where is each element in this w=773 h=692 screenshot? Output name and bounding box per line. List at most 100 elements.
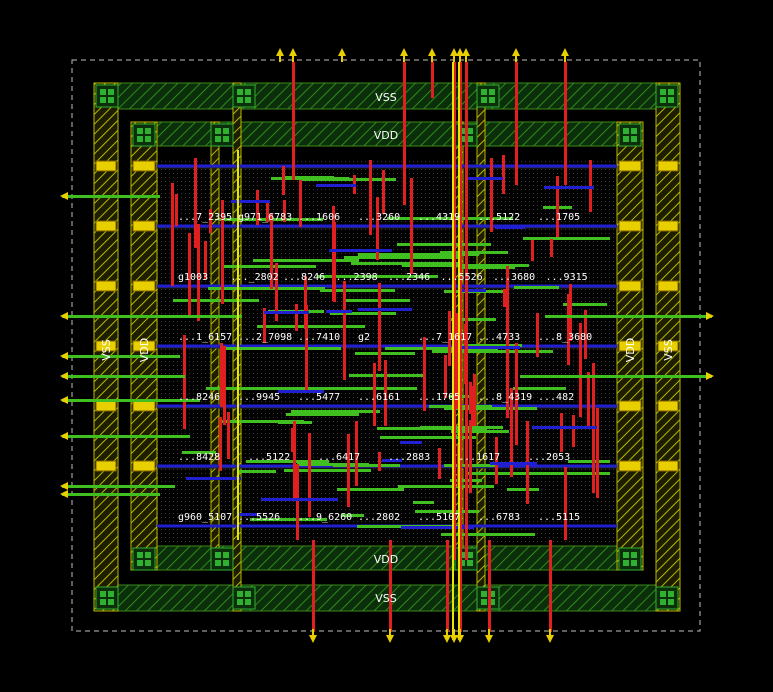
metal3-wire [227,412,230,459]
metal3-wire [275,263,278,321]
input-pin-top[interactable] [276,48,284,56]
cell-labels: ...7_2395 g971_6783 ...1606 ...3260 ...4319.… [178,212,592,523]
io-pins[interactable] [60,48,714,643]
input-pin-top[interactable] [561,48,569,56]
input-pin-top[interactable] [428,48,436,56]
pin-stem [292,56,294,62]
metal2-wire [398,485,494,488]
metal3-wire [194,158,197,248]
metal3-wire [343,296,346,315]
output-pin-bottom[interactable] [456,635,464,643]
cell-instance-label: ...7_1617 [418,332,472,343]
pin-left[interactable] [60,396,68,404]
input-pin-top[interactable] [450,48,458,56]
via-cut [108,89,114,95]
output-pin-bottom[interactable] [443,635,451,643]
metal1-wire [261,498,338,501]
metal1-wire [544,186,594,189]
via-cut [145,560,151,566]
output-pin-bottom[interactable] [485,635,493,643]
via-cut [660,97,666,103]
input-pin-top[interactable] [338,48,346,56]
metal3-wire [469,382,472,414]
pin-left[interactable] [60,352,68,360]
cell-instance-label: ...4319 [418,212,460,223]
metal3-wire [506,266,509,367]
pin-stem [389,629,391,635]
via-cut [237,599,243,605]
input-pin-top[interactable] [289,48,297,56]
via-cut [137,552,143,558]
metal2-wire [297,463,369,466]
pin-left[interactable] [60,482,68,490]
long-strap-wire [452,62,454,640]
via-cut [481,591,487,597]
metal1-wire [329,249,392,252]
rail-pad [657,460,679,472]
metal1-wire [461,346,520,349]
pin-route [488,540,491,632]
output-pin-bottom[interactable] [386,635,394,643]
metal1-wire [358,308,412,311]
metal1-wire [400,441,422,444]
metal2-wire [284,469,361,472]
via-cut [623,560,629,566]
pin-route [62,435,190,438]
pin-right[interactable] [706,312,714,320]
via-cut [215,128,221,134]
cell-instance-label: ...8246 [178,392,220,403]
pin-left[interactable] [60,372,68,380]
rail-pad [132,340,156,352]
rail-pad [95,220,117,232]
pin-left[interactable] [60,312,68,320]
metal2-wire [257,325,365,328]
metal3-wire [564,467,567,540]
pin-route [564,62,567,185]
pin-left[interactable] [60,432,68,440]
output-pin-bottom[interactable] [546,635,554,643]
metal2-wire [250,518,327,521]
cell-instance-label: ...3680 [493,272,535,283]
metal3-wire [223,346,226,425]
input-pin-top[interactable] [456,48,464,56]
via-cut [668,97,674,103]
pin-route [459,62,462,560]
pin-route [62,315,210,318]
metal3-wire [536,313,539,357]
metal2-wire [182,451,216,454]
metal3-wire [410,178,413,274]
metal2-wire [462,344,522,347]
metal3-wire [569,284,572,341]
via-cut [245,97,251,103]
metal2-wire [330,312,396,315]
pin-left[interactable] [60,490,68,498]
output-pin-bottom[interactable] [309,635,317,643]
cell-instance-label: ...9_6260 [298,512,352,523]
rail-pad [132,220,156,232]
output-pin-bottom[interactable] [450,635,458,643]
metal3-wire [219,417,222,471]
metal3-wire [438,448,441,479]
vdd-bottom-label: VDD [374,553,398,566]
metal3-wire [282,166,285,195]
pin-route [459,540,462,632]
via-cut [245,599,251,605]
pin-right[interactable] [706,372,714,380]
rail-pad [618,340,642,352]
metal3-wire [550,239,553,257]
input-pin-top[interactable] [512,48,520,56]
input-pin-top[interactable] [400,48,408,56]
via-cut [100,89,106,95]
pin-stem [453,629,455,635]
metal3-wire [567,294,570,365]
via-cut [237,89,243,95]
cell-instance-label: ...2883 [388,452,430,463]
rail-pad [95,460,117,472]
cell-instance-label: ...5122 [478,212,520,223]
input-pin-top[interactable] [462,48,470,56]
via-cut [245,591,251,597]
pin-left[interactable] [60,192,68,200]
cell-instance-label: ...5122 [248,452,290,463]
cell-instance-label: g960_5107 [178,512,232,523]
metal1-wire [495,226,525,229]
